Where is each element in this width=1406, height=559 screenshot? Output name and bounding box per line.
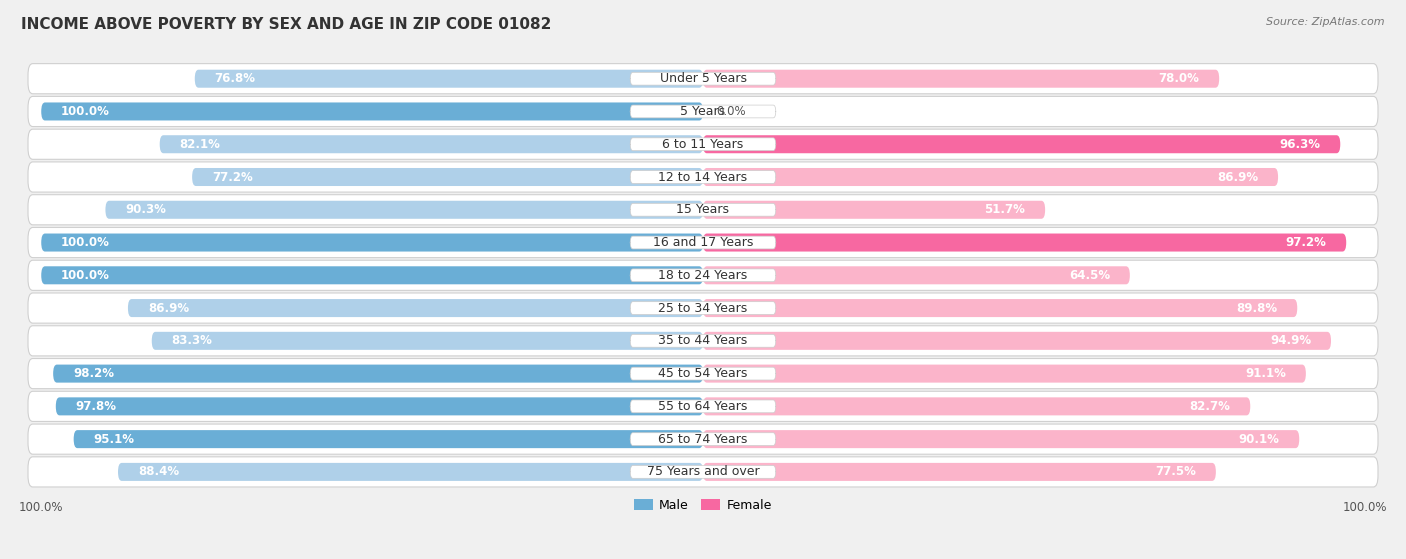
- Text: 90.1%: 90.1%: [1239, 433, 1279, 446]
- FancyBboxPatch shape: [28, 260, 1378, 290]
- FancyBboxPatch shape: [703, 364, 1306, 382]
- FancyBboxPatch shape: [41, 234, 703, 252]
- Text: Under 5 Years: Under 5 Years: [659, 72, 747, 85]
- FancyBboxPatch shape: [41, 102, 703, 121]
- Text: 55 to 64 Years: 55 to 64 Years: [658, 400, 748, 413]
- Text: 0.0%: 0.0%: [716, 105, 745, 118]
- Text: 51.7%: 51.7%: [984, 203, 1025, 216]
- Text: 65 to 74 Years: 65 to 74 Years: [658, 433, 748, 446]
- FancyBboxPatch shape: [630, 302, 776, 315]
- Text: 100.0%: 100.0%: [60, 269, 110, 282]
- Text: 64.5%: 64.5%: [1069, 269, 1109, 282]
- FancyBboxPatch shape: [128, 299, 703, 317]
- FancyBboxPatch shape: [630, 367, 776, 380]
- FancyBboxPatch shape: [195, 70, 703, 88]
- Text: 5 Years: 5 Years: [681, 105, 725, 118]
- Text: 6 to 11 Years: 6 to 11 Years: [662, 138, 744, 151]
- Legend: Male, Female: Male, Female: [630, 494, 776, 517]
- Text: 78.0%: 78.0%: [1159, 72, 1199, 85]
- Text: 90.3%: 90.3%: [125, 203, 166, 216]
- Text: 35 to 44 Years: 35 to 44 Years: [658, 334, 748, 347]
- FancyBboxPatch shape: [73, 430, 703, 448]
- FancyBboxPatch shape: [630, 433, 776, 446]
- FancyBboxPatch shape: [630, 170, 776, 183]
- FancyBboxPatch shape: [703, 266, 1130, 285]
- Text: 25 to 34 Years: 25 to 34 Years: [658, 301, 748, 315]
- Text: 16 and 17 Years: 16 and 17 Years: [652, 236, 754, 249]
- Text: 96.3%: 96.3%: [1279, 138, 1320, 151]
- FancyBboxPatch shape: [28, 358, 1378, 389]
- Text: 91.1%: 91.1%: [1246, 367, 1286, 380]
- Text: INCOME ABOVE POVERTY BY SEX AND AGE IN ZIP CODE 01082: INCOME ABOVE POVERTY BY SEX AND AGE IN Z…: [21, 17, 551, 32]
- Text: 95.1%: 95.1%: [94, 433, 135, 446]
- Text: 86.9%: 86.9%: [148, 301, 188, 315]
- FancyBboxPatch shape: [28, 64, 1378, 94]
- FancyBboxPatch shape: [630, 400, 776, 413]
- FancyBboxPatch shape: [703, 70, 1219, 88]
- FancyBboxPatch shape: [28, 195, 1378, 225]
- Text: 88.4%: 88.4%: [138, 466, 179, 479]
- FancyBboxPatch shape: [630, 105, 776, 118]
- Text: 94.9%: 94.9%: [1270, 334, 1312, 347]
- FancyBboxPatch shape: [53, 364, 703, 382]
- FancyBboxPatch shape: [28, 162, 1378, 192]
- FancyBboxPatch shape: [630, 269, 776, 282]
- Text: 86.9%: 86.9%: [1218, 170, 1258, 183]
- FancyBboxPatch shape: [703, 168, 1278, 186]
- Text: 76.8%: 76.8%: [215, 72, 256, 85]
- FancyBboxPatch shape: [118, 463, 703, 481]
- FancyBboxPatch shape: [703, 463, 1216, 481]
- FancyBboxPatch shape: [41, 266, 703, 285]
- FancyBboxPatch shape: [28, 391, 1378, 421]
- Text: 75 Years and over: 75 Years and over: [647, 466, 759, 479]
- FancyBboxPatch shape: [56, 397, 703, 415]
- Text: 45 to 54 Years: 45 to 54 Years: [658, 367, 748, 380]
- FancyBboxPatch shape: [703, 234, 1346, 252]
- FancyBboxPatch shape: [160, 135, 703, 153]
- FancyBboxPatch shape: [630, 138, 776, 150]
- FancyBboxPatch shape: [28, 129, 1378, 159]
- FancyBboxPatch shape: [703, 201, 1045, 219]
- FancyBboxPatch shape: [703, 332, 1331, 350]
- Text: 82.7%: 82.7%: [1189, 400, 1230, 413]
- FancyBboxPatch shape: [152, 332, 703, 350]
- Text: 98.2%: 98.2%: [73, 367, 114, 380]
- FancyBboxPatch shape: [105, 201, 703, 219]
- Text: 100.0%: 100.0%: [60, 236, 110, 249]
- Text: 15 Years: 15 Years: [676, 203, 730, 216]
- FancyBboxPatch shape: [28, 293, 1378, 323]
- Text: 89.8%: 89.8%: [1236, 301, 1278, 315]
- Text: 83.3%: 83.3%: [172, 334, 212, 347]
- FancyBboxPatch shape: [630, 72, 776, 85]
- FancyBboxPatch shape: [28, 96, 1378, 126]
- FancyBboxPatch shape: [630, 466, 776, 479]
- FancyBboxPatch shape: [630, 334, 776, 347]
- Text: 18 to 24 Years: 18 to 24 Years: [658, 269, 748, 282]
- Text: 97.8%: 97.8%: [76, 400, 117, 413]
- FancyBboxPatch shape: [703, 299, 1298, 317]
- FancyBboxPatch shape: [630, 203, 776, 216]
- Text: 100.0%: 100.0%: [60, 105, 110, 118]
- FancyBboxPatch shape: [28, 228, 1378, 258]
- Text: 97.2%: 97.2%: [1285, 236, 1326, 249]
- FancyBboxPatch shape: [703, 135, 1340, 153]
- Text: 82.1%: 82.1%: [180, 138, 221, 151]
- FancyBboxPatch shape: [28, 326, 1378, 356]
- FancyBboxPatch shape: [28, 424, 1378, 454]
- Text: 12 to 14 Years: 12 to 14 Years: [658, 170, 748, 183]
- FancyBboxPatch shape: [630, 236, 776, 249]
- FancyBboxPatch shape: [28, 457, 1378, 487]
- Text: 77.2%: 77.2%: [212, 170, 253, 183]
- FancyBboxPatch shape: [703, 397, 1250, 415]
- FancyBboxPatch shape: [193, 168, 703, 186]
- FancyBboxPatch shape: [703, 430, 1299, 448]
- Text: 77.5%: 77.5%: [1156, 466, 1197, 479]
- Text: Source: ZipAtlas.com: Source: ZipAtlas.com: [1267, 17, 1385, 27]
